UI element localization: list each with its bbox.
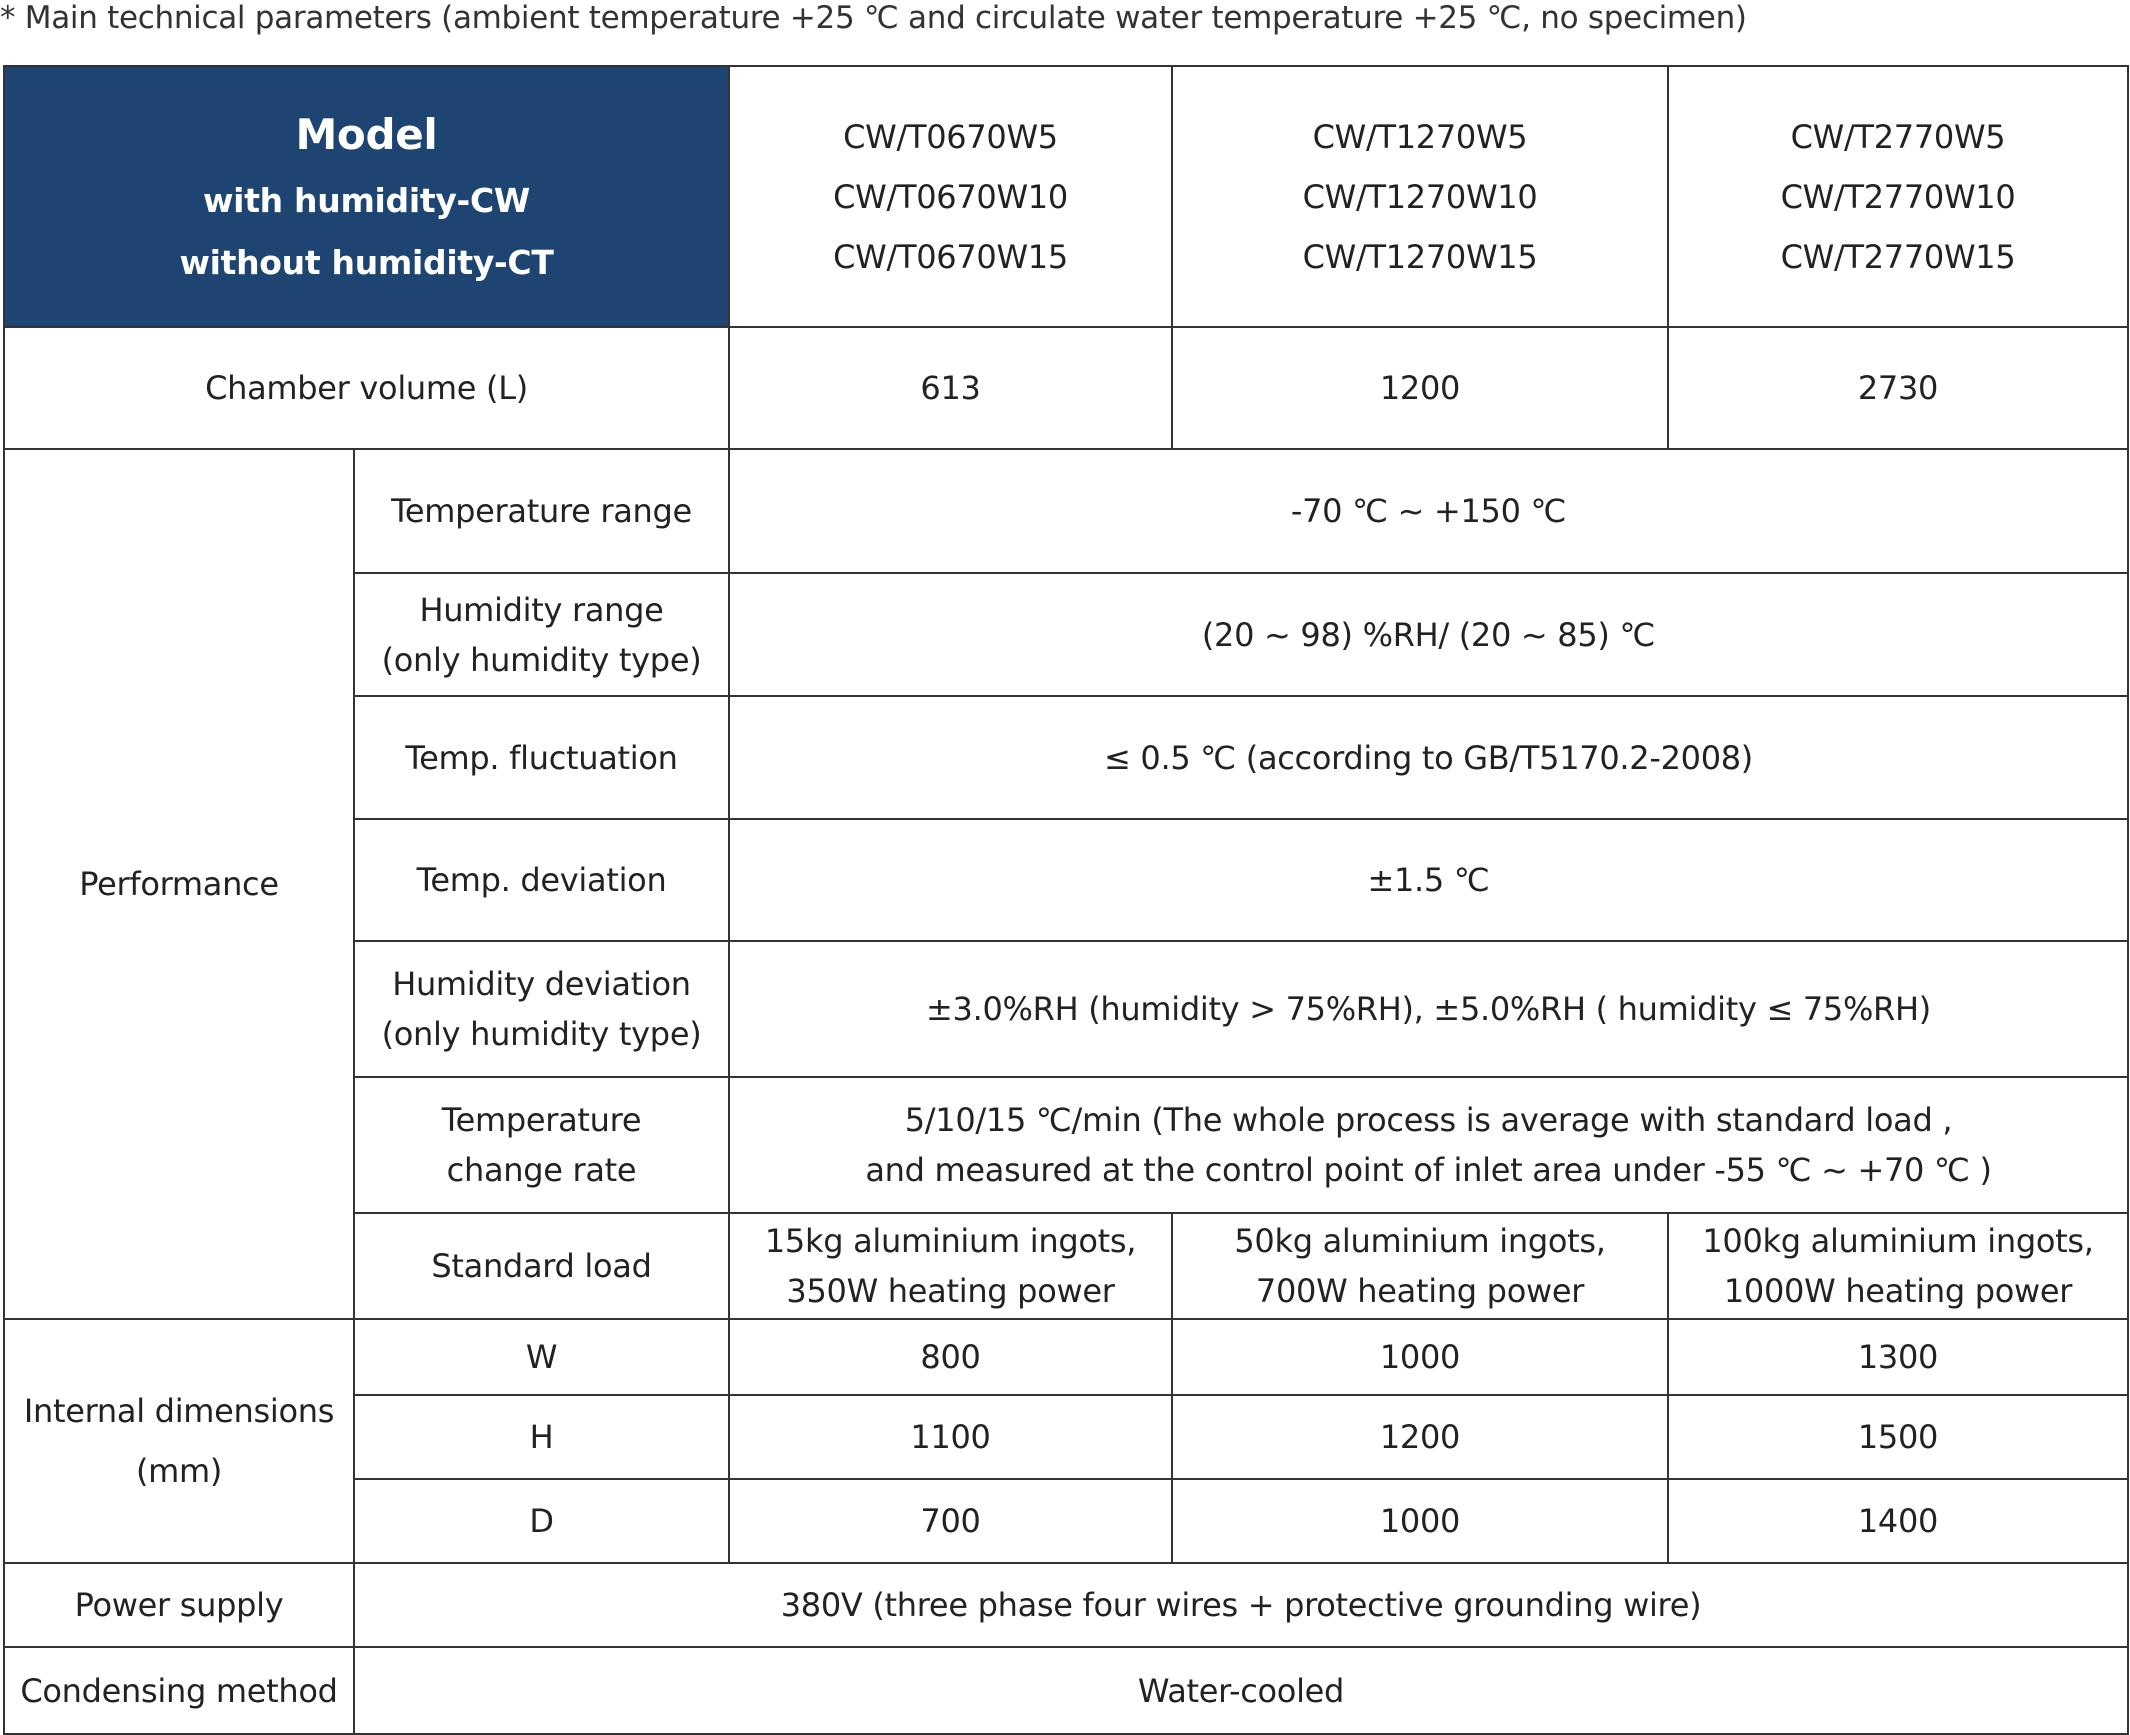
- row-label: W: [353, 1318, 730, 1396]
- cell-value: 1500: [1667, 1394, 2129, 1480]
- label-line: Humidity range: [419, 590, 664, 629]
- dimension-w-row: Internal dimensions (mm) W 800 1000 1300: [3, 1318, 2129, 1564]
- temp-fluctuation-row: Temp. fluctuation ≤ 0.5 ℃ (according to …: [4, 695, 2129, 820]
- cell-value: ±1.5 ℃: [728, 818, 2129, 942]
- model-name: CW/T0670W15: [833, 237, 1068, 276]
- model-name: CW/T0670W5: [843, 117, 1058, 156]
- value-line: 15kg aluminium ingots,: [764, 1222, 1137, 1260]
- cell-value: 15kg aluminium ingots, 350W heating power: [728, 1212, 1173, 1320]
- model-name: CW/T1270W15: [1302, 237, 1538, 276]
- cell-value: 5/10/15 ℃/min (The whole process is aver…: [728, 1076, 2129, 1214]
- row-label: Temp. deviation: [353, 818, 730, 942]
- model-name: CW/T1270W10: [1302, 177, 1538, 216]
- cell-value: 1100: [728, 1394, 1173, 1480]
- row-label: Chamber volume (L): [3, 326, 730, 450]
- cell-value: 2730: [1667, 326, 2129, 450]
- cell-value: Water-cooled: [353, 1646, 2129, 1735]
- row-label: H: [353, 1394, 730, 1480]
- value-line: 1000W heating power: [1723, 1272, 2073, 1310]
- model-label: Model: [295, 109, 438, 159]
- cell-value: 800: [728, 1318, 1173, 1396]
- model-name: CW/T1270W5: [1312, 117, 1528, 156]
- internal-dimensions-label: Internal dimensions (mm): [3, 1318, 355, 1564]
- cell-value: -70 ℃ ~ +150 ℃: [728, 448, 2129, 574]
- cell-value: 100kg aluminium ingots, 1000W heating pow…: [1667, 1212, 2129, 1320]
- row-label: Power supply: [3, 1562, 355, 1648]
- cell-value: 380V (three phase four wires + protectiv…: [353, 1562, 2129, 1648]
- model-column-2: CW/T1270W5 CW/T1270W10 CW/T1270W15: [1171, 65, 1669, 328]
- row-label: Humidity range (only humidity type): [353, 572, 730, 697]
- cell-value: 1200: [1171, 1394, 1669, 1480]
- row-label: D: [353, 1478, 730, 1564]
- label-line: Humidity deviation: [392, 965, 691, 1003]
- humidity-range-row: Humidity range (only humidity type) (20 ~…: [4, 572, 2129, 697]
- cell-value: ≤ 0.5 ℃ (according to GB/T5170.2-2008): [728, 695, 2129, 820]
- temperature-range-row: Performance Temperature range -70 ℃ ~ +1…: [3, 448, 2129, 1320]
- model-name: CW/T2770W5: [1790, 117, 2006, 156]
- chamber-volume-row: Chamber volume (L) 613 1200 2730: [3, 326, 2129, 450]
- value-line: 5/10/15 ℃/min (The whole process is aver…: [904, 1101, 1953, 1139]
- label-line: (only humidity type): [381, 640, 702, 679]
- label-line: (only humidity type): [381, 1015, 702, 1053]
- without-humidity-label: without humidity-CT: [179, 242, 554, 282]
- cell-value: (20 ~ 98) %RH/ (20 ~ 85) ℃: [728, 572, 2129, 697]
- value-line: 100kg aluminium ingots,: [1702, 1222, 2094, 1260]
- model-name: CW/T2770W15: [1780, 237, 2016, 276]
- row-label: Standard load: [353, 1212, 730, 1320]
- power-supply-row: Power supply 380V (three phase four wire…: [3, 1562, 2129, 1648]
- row-label: Condensing method: [3, 1646, 355, 1735]
- condensing-method-row: Condensing method Water-cooled: [3, 1646, 2129, 1735]
- label-line: change rate: [446, 1151, 637, 1189]
- value-line: 50kg aluminium ingots,: [1234, 1222, 1606, 1260]
- row-label: Temperature range: [353, 448, 730, 574]
- model-column-3: CW/T2770W5 CW/T2770W10 CW/T2770W15: [1667, 65, 2129, 328]
- value-line: 350W heating power: [786, 1272, 1115, 1310]
- value-line: 700W heating power: [1255, 1272, 1585, 1310]
- cell-value: 1400: [1667, 1478, 2129, 1564]
- row-label: Humidity deviation (only humidity type): [353, 940, 730, 1078]
- standard-load-row: Standard load 15kg aluminium ingots, 350W…: [4, 1212, 2129, 1320]
- cell-value: 1000: [1171, 1478, 1669, 1564]
- cell-value: 50kg aluminium ingots, 700W heating power: [1171, 1212, 1669, 1320]
- model-header: Model with humidity-CW without humidity-…: [3, 65, 730, 328]
- temp-change-rate-row: Temperature change rate 5/10/15 ℃/min (Th…: [4, 1076, 2129, 1214]
- cell-value: 1200: [1171, 326, 1669, 450]
- label-line: Internal dimensions: [23, 1392, 335, 1430]
- cell-value: 1300: [1667, 1318, 2129, 1396]
- spec-table: Model with humidity-CW without humidity-…: [3, 65, 2129, 1735]
- temp-deviation-row: Temp. deviation ±1.5 ℃: [4, 818, 2129, 942]
- row-label: Temp. fluctuation: [353, 695, 730, 820]
- model-row: Model with humidity-CW without humidity-…: [3, 65, 2129, 328]
- cell-value: ±3.0%RH (humidity > 75%RH), ±5.0%RH ( hu…: [728, 940, 2129, 1078]
- cell-value: 700: [728, 1478, 1173, 1564]
- model-name: CW/T2770W10: [1780, 177, 2016, 216]
- row-label: Temperature change rate: [353, 1076, 730, 1214]
- table-caption: * Main technical parameters (ambient tem…: [0, 0, 1747, 36]
- performance-label: Performance: [3, 448, 355, 1320]
- value-line: and measured at the control point of inl…: [865, 1151, 1992, 1189]
- label-line: Temperature: [441, 1101, 642, 1139]
- cell-value: 613: [728, 326, 1173, 450]
- with-humidity-label: with humidity-CW: [203, 180, 530, 220]
- model-column-1: CW/T0670W5 CW/T0670W10 CW/T0670W15: [728, 65, 1173, 328]
- model-name: CW/T0670W10: [833, 177, 1068, 216]
- cell-value: 1000: [1171, 1318, 1669, 1396]
- dimension-d-row: D 700 1000 1400: [4, 1478, 2129, 1564]
- dimension-h-row: H 1100 1200 1500: [4, 1394, 2129, 1480]
- humidity-deviation-row: Humidity deviation (only humidity type) ±…: [4, 940, 2129, 1078]
- label-line: (mm): [135, 1452, 223, 1490]
